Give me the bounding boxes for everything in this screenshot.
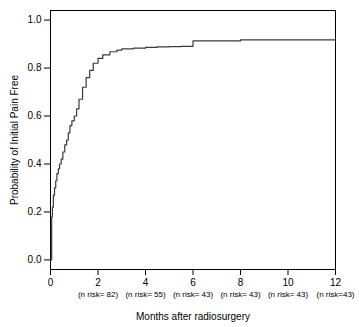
svg-text:(n risk= 43): (n risk= 43) [173, 290, 214, 299]
svg-text:12: 12 [330, 277, 342, 288]
svg-text:(n risk= 43): (n risk= 43) [268, 290, 309, 299]
svg-text:Months after radiosurgery: Months after radiosurgery [136, 311, 250, 322]
svg-text:0.8: 0.8 [28, 62, 42, 73]
svg-text:(n risk=43): (n risk=43) [316, 290, 354, 299]
svg-text:6: 6 [190, 277, 196, 288]
svg-text:0.0: 0.0 [28, 254, 42, 265]
svg-text:0: 0 [48, 277, 54, 288]
svg-text:(n risk= 82): (n risk= 82) [78, 290, 119, 299]
svg-text:0.4: 0.4 [28, 158, 42, 169]
svg-text:8: 8 [238, 277, 244, 288]
svg-text:(n risk= 55): (n risk= 55) [125, 290, 166, 299]
svg-text:(n risk= 43): (n risk= 43) [220, 290, 261, 299]
svg-text:1.0: 1.0 [28, 14, 42, 25]
svg-text:4: 4 [143, 277, 149, 288]
svg-text:2: 2 [95, 277, 101, 288]
svg-text:0.2: 0.2 [28, 206, 42, 217]
svg-text:0.6: 0.6 [28, 110, 42, 121]
svg-text:Probability of Initial Pain Fr: Probability of Initial Pain Free [9, 75, 20, 206]
svg-text:10: 10 [282, 277, 294, 288]
